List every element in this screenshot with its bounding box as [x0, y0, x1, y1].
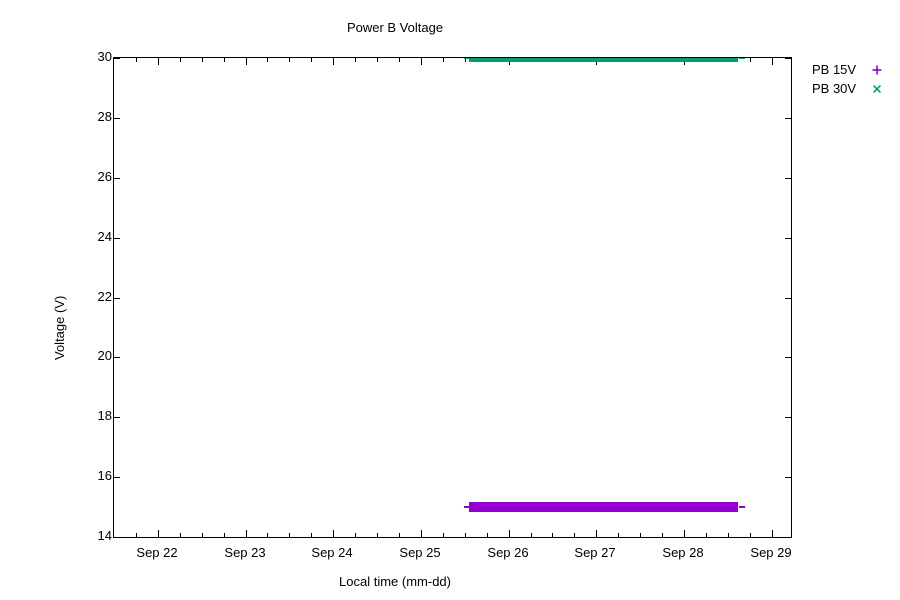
y-axis-tick-label: 16: [97, 468, 112, 483]
x-axis-tick-label: Sep 23: [224, 545, 266, 560]
chart-title: Power B Voltage: [346, 20, 444, 35]
x-axis-minor-tick: [377, 58, 378, 62]
y-axis-tick-label: 14: [97, 528, 112, 543]
x-axis-tick: [421, 530, 422, 537]
x-axis-tick-label: Sep 24: [311, 545, 353, 560]
x-axis-minor-tick: [465, 533, 466, 537]
y-axis-tick: [114, 178, 120, 179]
x-axis-minor-tick: [377, 533, 378, 537]
x-axis-minor-tick: [552, 533, 553, 537]
x-axis-tick-label: Sep 28: [662, 545, 704, 560]
y-axis-tick: [785, 357, 791, 358]
x-axis-minor-tick: [355, 58, 356, 62]
x-axis-tick: [333, 530, 334, 537]
series-pb-30v: [469, 58, 739, 63]
y-axis-tick: [785, 298, 791, 299]
y-axis-tick: [114, 238, 120, 239]
x-axis-minor-tick: [202, 58, 203, 62]
x-axis-minor-tick: [728, 533, 729, 537]
y-axis-tick-label: 26: [97, 169, 112, 184]
x-axis-minor-tick: [267, 58, 268, 62]
y-axis-tick-label: 30: [97, 49, 112, 64]
x-axis-tick: [596, 530, 597, 537]
x-axis-minor-tick: [750, 533, 751, 537]
x-axis-minor-tick: [531, 533, 532, 537]
series-pb-15v: [469, 502, 739, 513]
y-axis-tick-label: 22: [97, 289, 112, 304]
x-axis-tick-label: Sep 29: [750, 545, 792, 560]
y-axis-tick-label: 20: [97, 348, 112, 363]
data-series-endpoint: [739, 506, 746, 509]
x-axis-tick: [509, 530, 510, 537]
x-axis-tick: [772, 58, 773, 65]
x-axis-minor-tick: [289, 533, 290, 537]
y-axis-tick: [114, 58, 120, 59]
x-axis-tick: [158, 58, 159, 65]
x-axis-minor-tick: [180, 58, 181, 62]
y-axis-tick: [785, 417, 791, 418]
y-axis-tick: [785, 178, 791, 179]
data-series-endpoint: [464, 58, 471, 60]
x-axis-tick-label: Sep 26: [487, 545, 529, 560]
x-axis-minor-tick: [202, 533, 203, 537]
x-axis-minor-tick: [662, 533, 663, 537]
x-axis-tick: [246, 58, 247, 65]
y-axis-tick: [114, 477, 120, 478]
x-axis-tick: [684, 530, 685, 537]
legend: PB 15V PB 30V: [812, 60, 900, 98]
x-axis-minor-tick: [640, 533, 641, 537]
x-axis-minor-tick: [311, 58, 312, 62]
y-axis-title: Voltage (V): [52, 295, 67, 360]
y-axis-tick-label: 18: [97, 408, 112, 423]
y-axis-tick: [785, 118, 791, 119]
x-axis-minor-tick: [574, 533, 575, 537]
x-axis-minor-tick: [136, 533, 137, 537]
x-axis-minor-tick: [487, 533, 488, 537]
y-axis-tick: [785, 58, 791, 59]
y-axis-tick: [114, 298, 120, 299]
x-axis-minor-tick: [224, 533, 225, 537]
y-axis-tick: [114, 118, 120, 119]
plot-inner: [114, 58, 791, 537]
y-axis-tick-label: 24: [97, 229, 112, 244]
x-axis-tick: [158, 530, 159, 537]
x-axis-minor-tick: [355, 533, 356, 537]
legend-item-label: PB 15V: [812, 62, 857, 77]
x-axis-minor-tick: [311, 533, 312, 537]
x-axis-title: Local time (mm-dd): [339, 574, 451, 589]
x-axis-minor-tick: [224, 58, 225, 62]
x-axis-tick: [772, 530, 773, 537]
x-axis-minor-tick: [618, 533, 619, 537]
data-series-endpoint: [739, 58, 746, 60]
x-axis-minor-tick: [443, 533, 444, 537]
x-axis-tick-label: Sep 27: [574, 545, 616, 560]
x-axis-minor-tick: [289, 58, 290, 62]
x-axis-minor-tick: [136, 58, 137, 62]
x-axis-minor-tick: [399, 533, 400, 537]
x-axis-minor-tick: [443, 58, 444, 62]
x-axis-minor-tick: [706, 533, 707, 537]
y-axis-tick: [114, 417, 120, 418]
y-axis-tick: [114, 357, 120, 358]
plot-area: [113, 57, 792, 538]
legend-item-pb-30v[interactable]: PB 30V: [812, 79, 900, 98]
legend-item-pb-15v[interactable]: PB 15V: [812, 60, 900, 79]
y-axis-tick-label: 28: [97, 109, 112, 124]
plus-marker-icon: [870, 60, 884, 79]
x-axis-minor-tick: [267, 533, 268, 537]
x-axis-tick: [246, 530, 247, 537]
x-axis-tick: [421, 58, 422, 65]
legend-item-label: PB 30V: [812, 81, 857, 96]
x-axis-minor-tick: [465, 58, 466, 62]
y-axis-tick: [785, 238, 791, 239]
x-axis-tick-label: Sep 25: [399, 545, 441, 560]
x-axis-tick: [333, 58, 334, 65]
x-axis-tick-label: Sep 22: [136, 545, 178, 560]
x-axis-minor-tick: [399, 58, 400, 62]
x-axis-minor-tick: [180, 533, 181, 537]
x-axis-minor-tick: [750, 58, 751, 62]
data-series-endpoint: [464, 506, 471, 509]
y-axis-tick: [785, 477, 791, 478]
cross-marker-icon: [870, 79, 884, 98]
